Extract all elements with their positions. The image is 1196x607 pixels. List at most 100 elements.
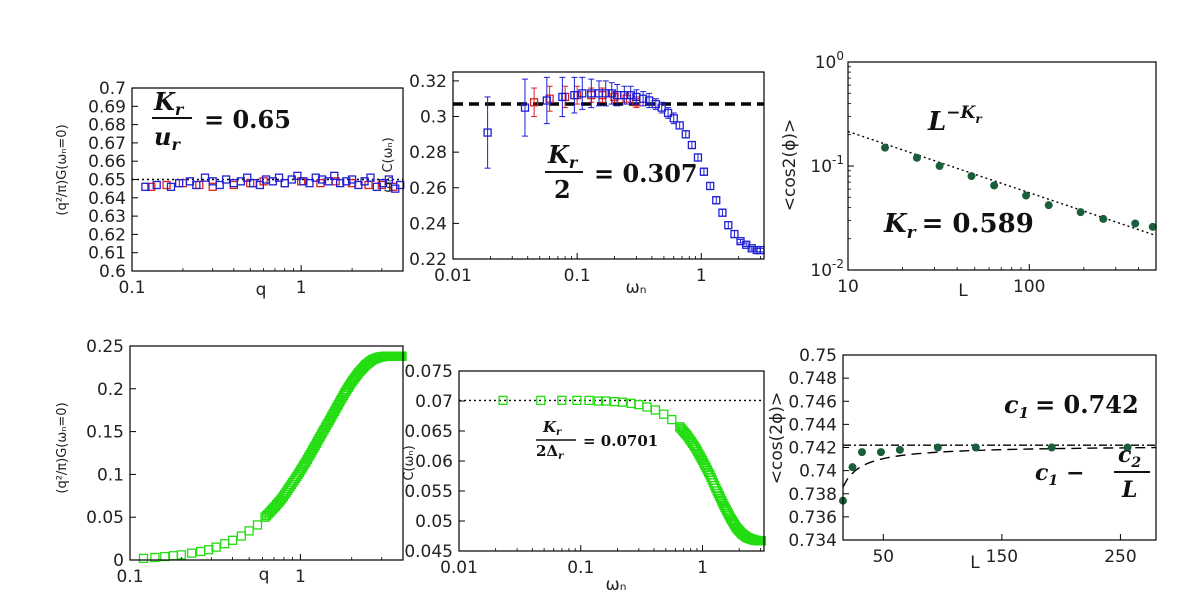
x-axis-label: q: [256, 280, 267, 300]
data-point: [712, 196, 721, 205]
y-tick-label: 0.26: [409, 179, 447, 199]
data-point: [617, 397, 628, 407]
data-point: [718, 208, 727, 217]
y-tick-label: 0.065: [404, 422, 453, 442]
data-point: [642, 402, 652, 412]
data-point: [335, 179, 345, 188]
x-tick-label: 0.1: [116, 567, 143, 587]
svg-text:= 0.0701: = 0.0701: [583, 432, 658, 450]
data-point: [935, 162, 944, 170]
data-point: [229, 180, 238, 190]
data-point: [366, 173, 375, 182]
svg-text:2: 2: [554, 175, 571, 204]
data-point: [347, 175, 357, 184]
data-point: [255, 180, 265, 190]
data-point: [186, 548, 197, 558]
y-tick-label: 0.6: [99, 262, 126, 282]
x-tick-label: 0.01: [440, 558, 478, 578]
panel-top-left: (q²/π)G(ωₙ=0) q 0.1 10.60.610.620.630.640…: [55, 79, 405, 300]
data-point: [971, 443, 980, 452]
data-point: [274, 173, 284, 182]
data-point: [912, 153, 921, 162]
data-point: [693, 153, 703, 162]
data-point: [587, 89, 596, 98]
y-tick-label: 0.055: [404, 482, 453, 502]
data-point: [221, 175, 231, 184]
data-point: [150, 552, 160, 563]
data-point: [162, 180, 171, 190]
y-axis-label: <cos2(ϕ)>: [780, 119, 800, 211]
data-point: [220, 539, 230, 549]
data-point-fill: [273, 498, 283, 508]
y-tick-label: 0.61: [88, 244, 126, 264]
y-tick-label: 100: [815, 49, 844, 73]
data-point: [607, 89, 616, 98]
y-tick-label: 0.68: [88, 116, 126, 136]
svg-text:ur: ur: [154, 122, 181, 154]
data-point: [578, 89, 587, 98]
x-tick-label: 0.1: [118, 278, 145, 298]
y-tick-label: 0: [113, 551, 124, 571]
y-tick-label: 0.734: [788, 531, 837, 551]
x-tick-label: 150: [986, 547, 1018, 567]
data-point: [147, 182, 156, 191]
data-point: [200, 173, 210, 182]
y-tick-label: 0.63: [88, 207, 126, 227]
data-point: [498, 395, 508, 406]
y-tick-label: 0.62: [88, 225, 126, 245]
data-point: [857, 448, 866, 457]
data-point-fill: [397, 351, 407, 361]
y-tick-label: 0.2: [97, 380, 124, 400]
y-tick-label: 0.74: [799, 462, 837, 482]
y-tick-label: 10-1: [810, 153, 844, 177]
y-tick-label: 0.045: [404, 542, 453, 562]
data-point: [681, 130, 690, 139]
data-point: [650, 405, 661, 415]
data-point: [699, 167, 709, 176]
svg-text:c1−: c1−: [1035, 460, 1085, 489]
y-tick-label: 0.3: [420, 108, 447, 128]
y-axis-label: (q²/π)G(ωₙ=0): [55, 402, 70, 493]
data-point: [141, 182, 150, 191]
x-axis-label: ωₙ: [625, 278, 646, 298]
data-point-fill: [350, 372, 360, 382]
data-point: [317, 175, 327, 184]
y-tick-label: 0.744: [788, 415, 837, 435]
data-point: [160, 551, 170, 562]
plot-frame: [129, 345, 404, 561]
data-point: [626, 91, 635, 100]
data-point: [1131, 219, 1140, 228]
data-point: [529, 98, 539, 107]
x-tick-label: 100: [1013, 277, 1045, 297]
data-point-fill: [701, 462, 711, 473]
data-point: [584, 395, 594, 406]
data-point: [1044, 201, 1053, 210]
data-point: [196, 546, 206, 557]
y-axis-label: <cos(2ϕ)>: [767, 392, 787, 484]
data-point: [1123, 443, 1132, 452]
data-point-fill: [264, 507, 275, 518]
data-point: [311, 173, 320, 182]
y-tick-label: 0.05: [415, 512, 453, 532]
data-point: [558, 92, 567, 102]
y-tick-label: 0.22: [409, 250, 447, 270]
data-point: [667, 414, 677, 425]
x-axis-label: ωₙ: [605, 575, 626, 595]
y-tick-label: 0.69: [88, 97, 126, 117]
data-point: [1148, 222, 1157, 231]
data-point: [175, 179, 184, 188]
y-tick-label: 0.075: [404, 362, 453, 382]
data-point: [299, 177, 308, 186]
y-tick-label: 0.07: [415, 392, 453, 412]
data-point: [293, 171, 302, 180]
data-point: [1099, 214, 1108, 223]
data-point: [330, 171, 339, 180]
svg-text:2Δr: 2Δr: [536, 442, 564, 462]
data-point: [1047, 443, 1056, 452]
data-point: [638, 94, 648, 103]
svg-text:Kr: Kr: [153, 87, 185, 119]
data-point-fill: [678, 426, 689, 436]
y-tick-label: 0.67: [88, 134, 126, 154]
y-tick-label: 0.738: [788, 485, 837, 505]
y-tick-label: 0.1: [97, 465, 124, 485]
